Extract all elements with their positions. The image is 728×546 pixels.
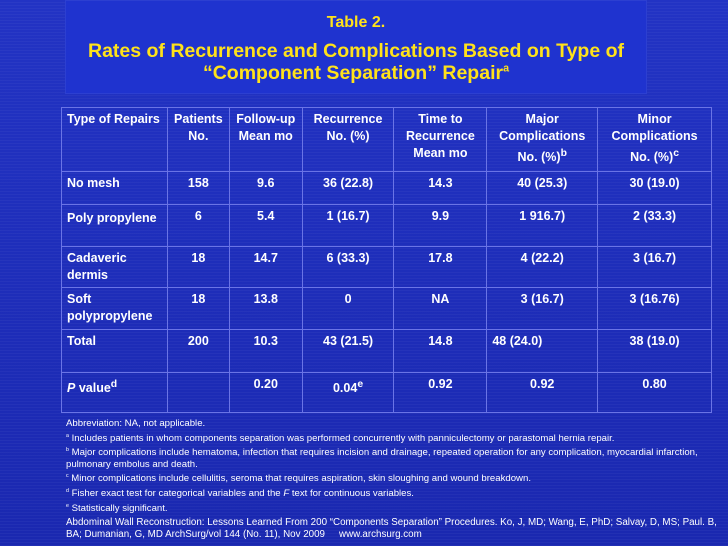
table-row: Soft polypropylene 18 13.8 0 NA 3 (16.7)… bbox=[61, 287, 712, 330]
cell-patients: 6 bbox=[166, 204, 230, 247]
table-label: Table 2. bbox=[326, 14, 386, 31]
cell-patients: 158 bbox=[166, 171, 230, 205]
cell-patients: 200 bbox=[166, 329, 230, 373]
cell-recurrence: 6 (33.3) bbox=[301, 246, 395, 288]
footnote-a: a Includes patients in whom components s… bbox=[66, 432, 615, 444]
citation-url: www.archsurg.com bbox=[339, 529, 422, 540]
cell-time: 17.8 bbox=[393, 246, 488, 288]
cell-time: 14.8 bbox=[393, 329, 488, 373]
cell-followup: 0.20 bbox=[228, 372, 303, 413]
recurrence-table: Type of Repairs Patients No. Follow-up M… bbox=[61, 107, 712, 413]
header-time: Time to Recurrence Mean mo bbox=[393, 107, 488, 172]
cell-major: 4 (22.2) bbox=[486, 246, 599, 288]
header-followup: Follow-up Mean mo bbox=[228, 107, 303, 172]
cell-minor: 3 (16.7) bbox=[597, 246, 712, 288]
cell-major: 48 (24.0) bbox=[486, 329, 599, 373]
cell-recurrence: 0.04e bbox=[301, 372, 395, 413]
cell-type: No mesh bbox=[61, 171, 168, 205]
header-patients: Patients No. bbox=[166, 107, 230, 172]
table-row: Poly propylene 6 5.4 1 (16.7) 9.9 1 916.… bbox=[61, 204, 712, 247]
footnote-d: d Fisher exact test for categorical vari… bbox=[66, 487, 414, 499]
cell-followup: 5.4 bbox=[228, 204, 303, 247]
cell-type: Soft polypropylene bbox=[61, 287, 168, 330]
cell-patients: 18 bbox=[166, 287, 230, 330]
table-row: Total 200 10.3 43 (21.5) 14.8 48 (24.0) … bbox=[61, 329, 712, 373]
cell-minor: 0.80 bbox=[597, 372, 712, 413]
cell-major: 1 916.7) bbox=[486, 204, 599, 247]
cell-type: Cadaveric dermis bbox=[61, 246, 168, 288]
header-major: Major Complications No. (%)b bbox=[486, 107, 599, 172]
cell-minor: 38 (19.0) bbox=[597, 329, 712, 373]
cell-time: 0.92 bbox=[393, 372, 488, 413]
cell-type: Poly propylene bbox=[61, 204, 168, 247]
footnote-c: c Minor complications include cellulitis… bbox=[66, 473, 531, 485]
cell-patients bbox=[166, 372, 230, 413]
citation: Abdominal Wall Reconstruction: Lessons L… bbox=[66, 517, 722, 541]
table-heading-sup: a bbox=[503, 62, 510, 75]
cell-time: NA bbox=[393, 287, 488, 330]
cell-followup: 9.6 bbox=[228, 171, 303, 205]
cell-type: Total bbox=[61, 329, 168, 373]
citation-text: Abdominal Wall Reconstruction: Lessons L… bbox=[66, 517, 717, 540]
title-box: Table 2. Rates of Recurrence and Complic… bbox=[65, 0, 647, 94]
cell-time: 14.3 bbox=[393, 171, 488, 205]
table-heading-text: Rates of Recurrence and Complications Ba… bbox=[87, 40, 624, 84]
header-recurrence: Recurrence No. (%) bbox=[301, 107, 395, 172]
cell-patients: 18 bbox=[166, 246, 230, 288]
cell-followup: 10.3 bbox=[228, 329, 303, 373]
cell-major: 0.92 bbox=[486, 372, 599, 413]
cell-minor: 30 (19.0) bbox=[597, 171, 712, 205]
footnote-b: b Major complications include hematoma, … bbox=[66, 447, 698, 470]
table-header-row: Type of Repairs Patients No. Follow-up M… bbox=[61, 107, 712, 172]
cell-recurrence: 43 (21.5) bbox=[301, 329, 395, 373]
header-type: Type of Repairs bbox=[61, 107, 168, 172]
cell-followup: 14.7 bbox=[228, 246, 303, 288]
table-row: No mesh 158 9.6 36 (22.8) 14.3 40 (25.3)… bbox=[61, 171, 712, 205]
cell-recurrence: 0 bbox=[301, 287, 395, 330]
cell-followup: 13.8 bbox=[228, 287, 303, 330]
cell-recurrence: 36 (22.8) bbox=[301, 171, 395, 205]
pvalue-row: P valued 0.20 0.04e 0.92 0.92 0.80 bbox=[61, 372, 712, 413]
cell-pvalue-label: P valued bbox=[61, 372, 168, 413]
cell-recurrence: 1 (16.7) bbox=[301, 204, 395, 247]
cell-minor: 2 (33.3) bbox=[597, 204, 712, 247]
cell-major: 40 (25.3) bbox=[486, 171, 599, 205]
table-heading: Rates of Recurrence and Complications Ba… bbox=[79, 40, 633, 84]
cell-time: 9.9 bbox=[393, 204, 488, 247]
footnotes: Abbreviation: NA, not applicable. a Incl… bbox=[66, 418, 716, 517]
footnote-abbreviation: Abbreviation: NA, not applicable. bbox=[66, 418, 206, 429]
table-row: Cadaveric dermis 18 14.7 6 (33.3) 17.8 4… bbox=[61, 246, 712, 288]
footnote-e: e Statistically significant. bbox=[66, 502, 168, 514]
cell-minor: 3 (16.76) bbox=[597, 287, 712, 330]
header-minor: Minor Complications No. (%)c bbox=[597, 107, 712, 172]
cell-major: 3 (16.7) bbox=[486, 287, 599, 330]
